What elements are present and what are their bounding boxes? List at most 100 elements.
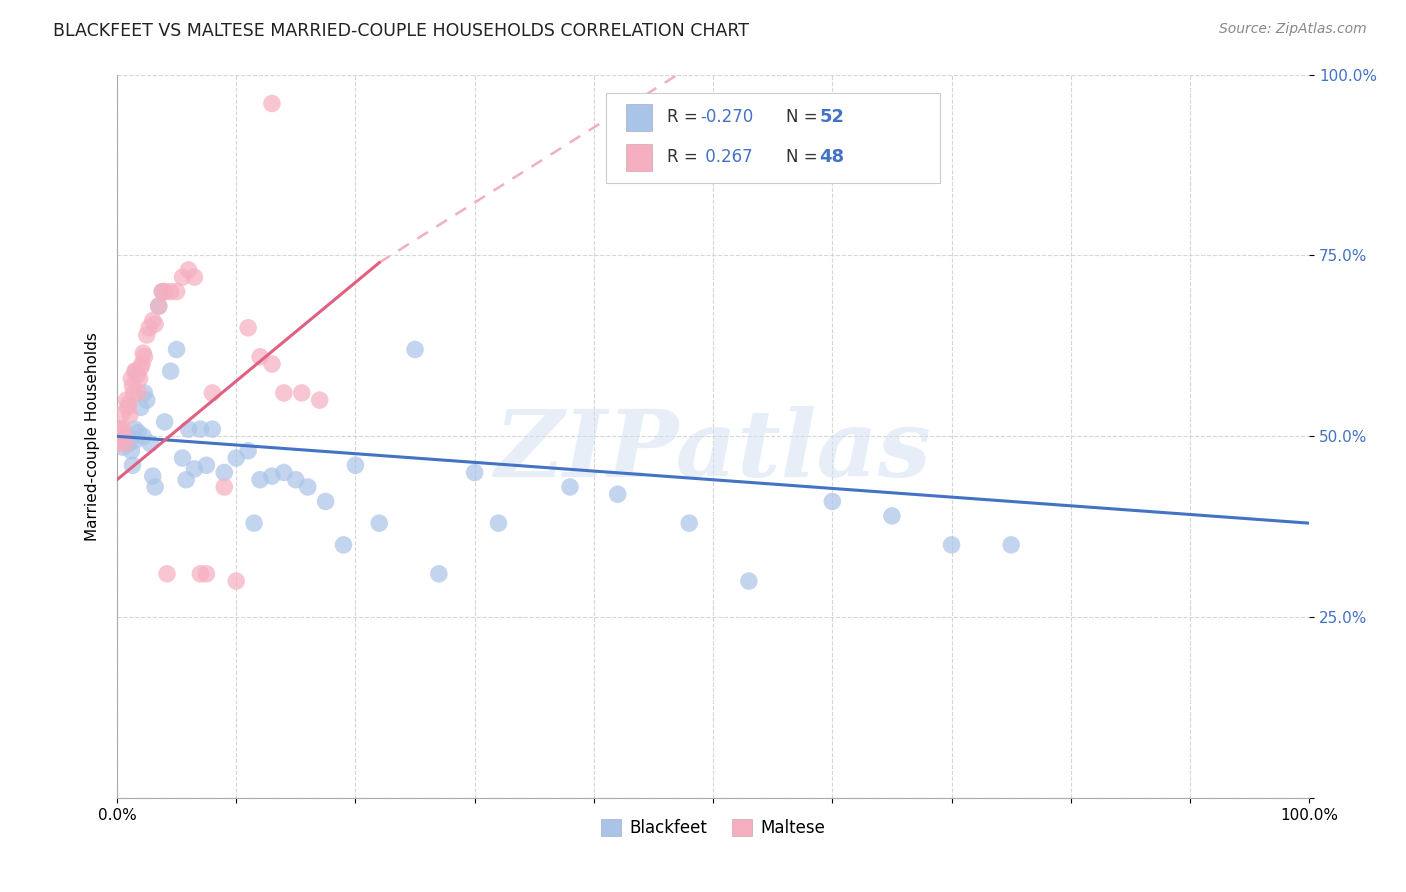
Point (131, 357, 153, 371)
Point (488, 516, 510, 531)
Point (183, 270, 205, 285)
Point (606, 487, 628, 501)
Point (156, 566, 179, 581)
Point (260, 96, 283, 111)
Point (120, 443, 142, 458)
Point (148, 299, 170, 313)
Point (148, 299, 170, 313)
Point (150, 285, 173, 299)
Point (308, 393, 330, 408)
Point (464, 466, 486, 480)
Point (120, 408, 142, 422)
Text: 52: 52 (820, 109, 844, 127)
Point (678, 516, 700, 531)
Point (236, 320, 259, 334)
Point (128, 371, 150, 385)
Point (134, 350, 156, 364)
Point (236, 443, 259, 458)
Point (107, 436, 129, 450)
Point (243, 516, 266, 531)
Y-axis label: Married-couple Households: Married-couple Households (86, 332, 100, 541)
Point (132, 346, 155, 360)
Point (201, 385, 224, 400)
Point (129, 360, 152, 375)
Point (821, 494, 844, 508)
Point (201, 422, 224, 436)
Point (273, 466, 295, 480)
Point (138, 320, 160, 334)
Point (558, 480, 581, 494)
Point (284, 473, 307, 487)
Point (159, 364, 181, 378)
Point (166, 285, 188, 299)
Point (112, 429, 135, 443)
Point (249, 350, 271, 364)
Text: N =: N = (786, 109, 823, 127)
Point (1000, 538, 1022, 552)
Text: BLACKFEET VS MALTESE MARRIED-COUPLE HOUSEHOLDS CORRELATION CHART: BLACKFEET VS MALTESE MARRIED-COUPLE HOUS… (53, 22, 749, 40)
Point (129, 401, 152, 415)
Point (115, 393, 138, 408)
Point (183, 462, 205, 476)
Bar (626, 103, 652, 131)
Point (143, 480, 166, 494)
Point (118, 397, 141, 411)
FancyBboxPatch shape (606, 93, 939, 183)
Point (135, 393, 157, 408)
Point (177, 422, 200, 436)
Point (127, 425, 149, 440)
Point (344, 458, 367, 473)
Point (108, 422, 131, 436)
Point (117, 401, 139, 415)
Point (214, 480, 236, 494)
Point (225, 574, 247, 588)
Point (291, 385, 314, 400)
Text: R =: R = (666, 109, 703, 127)
Text: ZIPatlas: ZIPatlas (495, 406, 932, 496)
Text: Source: ZipAtlas.com: Source: ZipAtlas.com (1219, 22, 1367, 37)
Point (315, 494, 337, 508)
Point (190, 422, 212, 436)
Point (124, 422, 146, 436)
Point (139, 436, 162, 450)
Point (125, 433, 148, 447)
Point (135, 328, 157, 343)
Text: 0.267: 0.267 (700, 148, 752, 167)
Point (738, 574, 761, 588)
Point (427, 566, 450, 581)
Point (172, 270, 194, 285)
Text: N =: N = (786, 148, 823, 167)
Legend: Blackfeet, Maltese: Blackfeet, Maltese (595, 813, 832, 844)
Point (143, 317, 166, 331)
Point (404, 343, 426, 357)
Text: R =: R = (666, 148, 703, 167)
Point (273, 385, 295, 400)
Point (142, 313, 165, 327)
Point (150, 285, 173, 299)
Point (153, 285, 176, 299)
Point (297, 480, 319, 494)
Point (110, 422, 132, 436)
Point (142, 469, 165, 483)
Point (111, 440, 134, 454)
Point (122, 385, 145, 400)
Point (118, 436, 141, 450)
Point (172, 450, 194, 465)
Point (115, 429, 138, 443)
Point (125, 364, 148, 378)
Point (124, 364, 146, 378)
Point (127, 385, 149, 400)
Point (166, 343, 188, 357)
Bar (626, 144, 652, 171)
Point (153, 415, 176, 429)
Point (332, 538, 354, 552)
Point (121, 458, 143, 473)
Point (134, 385, 156, 400)
Point (111, 408, 134, 422)
Point (111, 422, 134, 436)
Point (195, 566, 218, 581)
Point (195, 458, 218, 473)
Point (159, 285, 181, 299)
Point (225, 450, 247, 465)
Point (127, 368, 149, 382)
